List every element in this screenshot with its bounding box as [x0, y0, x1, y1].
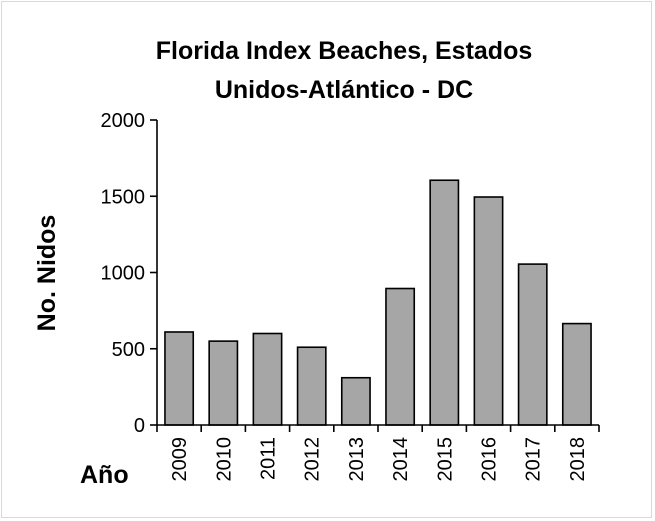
- x-tick-label-2011: 2011: [258, 437, 280, 480]
- y-tick-label-1500: 1500: [101, 186, 146, 208]
- x-axis-title: Año: [80, 461, 129, 489]
- y-axis-title: No. Nidos: [33, 215, 61, 332]
- bar-2009: [164, 331, 195, 426]
- y-tick-label-500: 500: [112, 339, 145, 361]
- bar-2013: [340, 376, 371, 426]
- bar-2015: [429, 179, 460, 426]
- bars-layer: [164, 179, 592, 426]
- y-tick-label-0: 0: [134, 415, 145, 437]
- x-tick-label-2012: 2012: [302, 437, 324, 482]
- x-tick-label-2013: 2013: [346, 437, 368, 482]
- x-tick-label-2014: 2014: [390, 437, 412, 482]
- bar-2018: [561, 322, 592, 426]
- axes-layer: 0 500 1000 1500 2000 2009 2010 2011 2012 2013 2014…: [101, 110, 600, 482]
- y-tick-label-1000: 1000: [101, 263, 146, 285]
- y-tick-label-2000: 2000: [101, 110, 146, 132]
- chart-title-line-1: Florida Index Beaches, Estados: [156, 37, 533, 65]
- bar-2011: [252, 332, 283, 426]
- x-tick-label-2017: 2017: [523, 437, 545, 482]
- x-tick-label-2009: 2009: [169, 437, 191, 482]
- bar-2016: [473, 196, 504, 426]
- x-tick-label-2015: 2015: [434, 437, 456, 482]
- x-tick-label-2010: 2010: [213, 437, 235, 482]
- bar-2014: [385, 287, 416, 426]
- bar-2017: [517, 263, 548, 426]
- chart-title-line-2: Unidos-Atlántico - DC: [215, 76, 473, 104]
- bar-2012: [296, 346, 327, 426]
- bar-2010: [208, 340, 239, 426]
- x-tick-label-2018: 2018: [567, 437, 589, 482]
- x-tick-label-2016: 2016: [479, 437, 501, 482]
